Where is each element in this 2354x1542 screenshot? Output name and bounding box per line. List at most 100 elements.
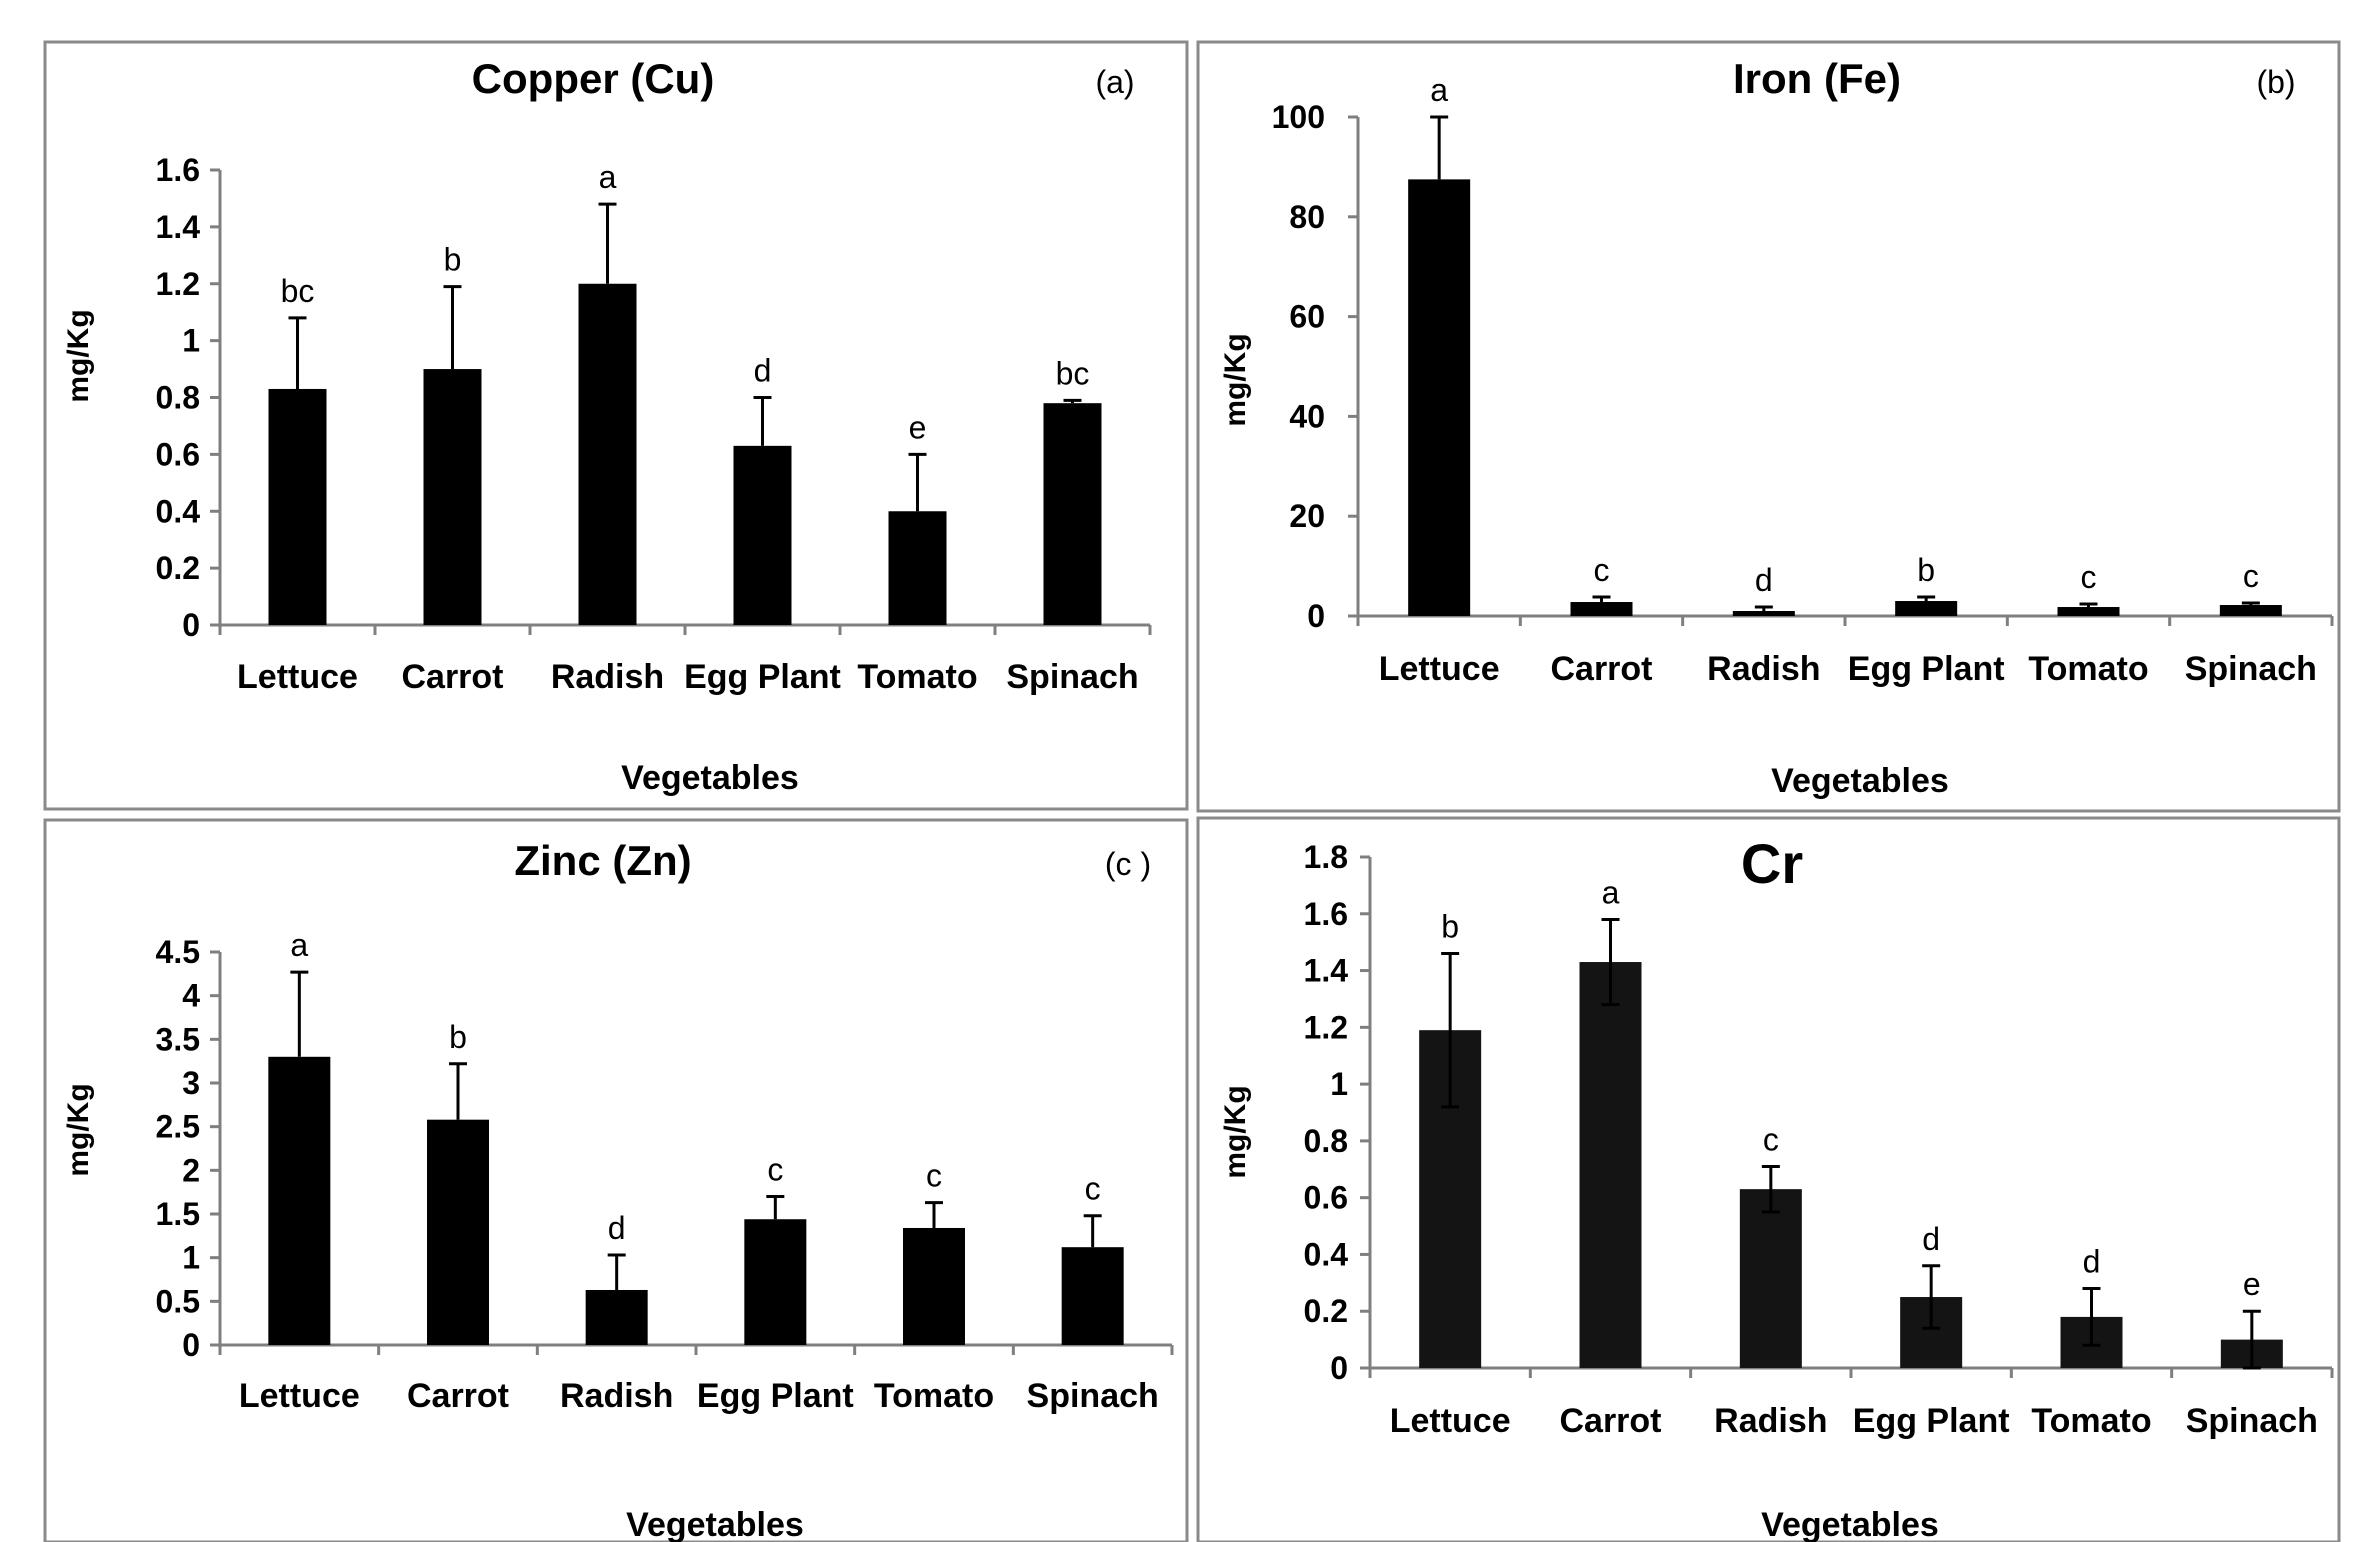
panel-frame [1196,40,2341,813]
significance-label: b [1441,909,1459,945]
bar [733,445,792,625]
bar [585,1289,648,1345]
y-tick-label: 3.5 [156,1021,200,1057]
x-tick-label: Carrot [401,658,503,696]
bar [1895,601,1958,616]
significance-label: bc [281,273,315,309]
bar [2219,605,2282,616]
panel-label: (c ) [1105,846,1151,882]
significance-label: a [290,927,308,963]
x-tick-label: Spinach [2185,650,2317,688]
significance-label: e [909,409,927,445]
bar [1061,1247,1124,1345]
significance-label: b [444,242,462,278]
x-tick-label: Lettuce [1390,1402,1511,1440]
panel-label: (a) [1095,64,1134,100]
x-tick-label: Spinach [1006,658,1138,696]
significance-label: c [1594,552,1610,588]
x-tick-label: Lettuce [1379,650,1500,688]
x-axis-title: Vegetables [621,759,799,797]
significance-label: d [754,353,772,389]
x-tick-label: Egg Plant [1853,1402,2010,1440]
plot-area: 0 0.2 0.4 0.6 0.8 1 1.2 1.4 1.6 bc Lettuce b Carrot a… [156,152,1152,696]
significance-label: d [2083,1244,2101,1280]
y-tick-label: 1 [182,323,200,359]
panel-frame [1196,816,2341,1542]
chart-title: Zinc (Zn) [514,837,691,884]
bar [268,388,327,625]
bar [427,1119,489,1345]
x-tick-label: Egg Plant [684,658,841,696]
y-tick-label: 1.2 [1304,1009,1348,1045]
plot-area: 0 0.2 0.4 0.6 0.8 1 1.2 1.4 1.6 1.8 b Lettuce a Carro… [1304,839,2334,1440]
significance-label: d [608,1210,626,1246]
y-tick-label: 2.5 [156,1109,200,1145]
panel-chromium: Cr mg/Kg Vegetables 0 0.2 0.4 0.6 0.8 1 1.2 1.4… [1196,816,2341,1542]
y-tick-label: 100 [1272,99,1325,135]
significance-label: c [767,1152,783,1188]
y-tick-label: 0.8 [1304,1123,1348,1159]
y-tick-label: 1.4 [1304,953,1349,989]
bar [1739,1189,1802,1368]
y-axis-title: mg/Kg [1219,1085,1252,1178]
bar [1408,179,1471,616]
bar [1043,403,1102,625]
x-tick-label: Tomato [2028,650,2148,688]
y-tick-label: 1.2 [156,266,200,302]
significance-label: c [926,1158,942,1194]
plot-area: 0 0.5 1 1.5 2 2.5 3 3.5 4 4.5 a Lettuce b Carrot d Radi… [156,927,1174,1415]
y-tick-label: 40 [1289,398,1325,434]
x-tick-label: Tomato [857,658,977,696]
x-tick-label: Carrot [407,1377,509,1415]
x-tick-label: Radish [1707,650,1820,688]
x-tick-label: Lettuce [239,1377,360,1415]
significance-label: a [1430,72,1448,108]
bar [888,511,947,625]
y-tick-label: 0 [182,607,200,643]
bar [744,1219,807,1345]
significance-label: e [2243,1266,2261,1302]
x-tick-label: Tomato [2031,1402,2151,1440]
bar [2057,607,2120,616]
x-tick-label: Radish [560,1377,673,1415]
panel-frame [43,40,1189,811]
y-tick-label: 0.8 [156,380,200,416]
y-tick-label: 1.6 [1304,896,1348,932]
y-tick-label: 0 [1330,1350,1348,1386]
y-tick-label: 0 [1307,598,1325,634]
significance-label: b [449,1019,467,1055]
x-tick-label: Carrot [1559,1402,1661,1440]
x-tick-label: Radish [1714,1402,1827,1440]
y-tick-label: 0.5 [156,1283,200,1319]
y-tick-label: 4 [182,978,200,1014]
y-tick-label: 1 [182,1240,200,1276]
y-tick-label: 0.6 [156,436,200,472]
y-tick-label: 1.5 [156,1196,200,1232]
chart-title: Copper (Cu) [472,55,715,102]
significance-label: c [2243,558,2259,594]
panel-iron: Iron (Fe) (b) mg/Kg Vegetables 0 20 40 60 80… [1196,40,2341,813]
x-axis-title: Vegetables [1771,762,1949,800]
y-tick-label: 1.4 [156,209,201,245]
significance-label: c [1763,1121,1779,1157]
bar [268,1056,331,1345]
y-axis-title: mg/Kg [62,1083,95,1176]
bar [1570,602,1633,616]
y-tick-label: 0 [182,1327,200,1363]
y-tick-label: 0.2 [1304,1293,1348,1329]
bar [903,1227,965,1345]
bar [1579,962,1642,1368]
significance-label: a [599,159,617,195]
bar [578,283,637,625]
bar [1732,611,1795,616]
x-tick-label: Spinach [1027,1377,1159,1415]
bar [423,369,482,625]
y-tick-label: 0.2 [156,550,200,586]
significance-label: bc [1056,355,1090,391]
panel-label: (b) [2256,64,2295,100]
y-tick-label: 0.4 [1304,1236,1349,1272]
x-axis-title: Vegetables [1761,1506,1939,1542]
significance-label: c [2081,559,2097,595]
chart-title: Cr [1741,832,1803,895]
panel-frame [43,818,1189,1542]
